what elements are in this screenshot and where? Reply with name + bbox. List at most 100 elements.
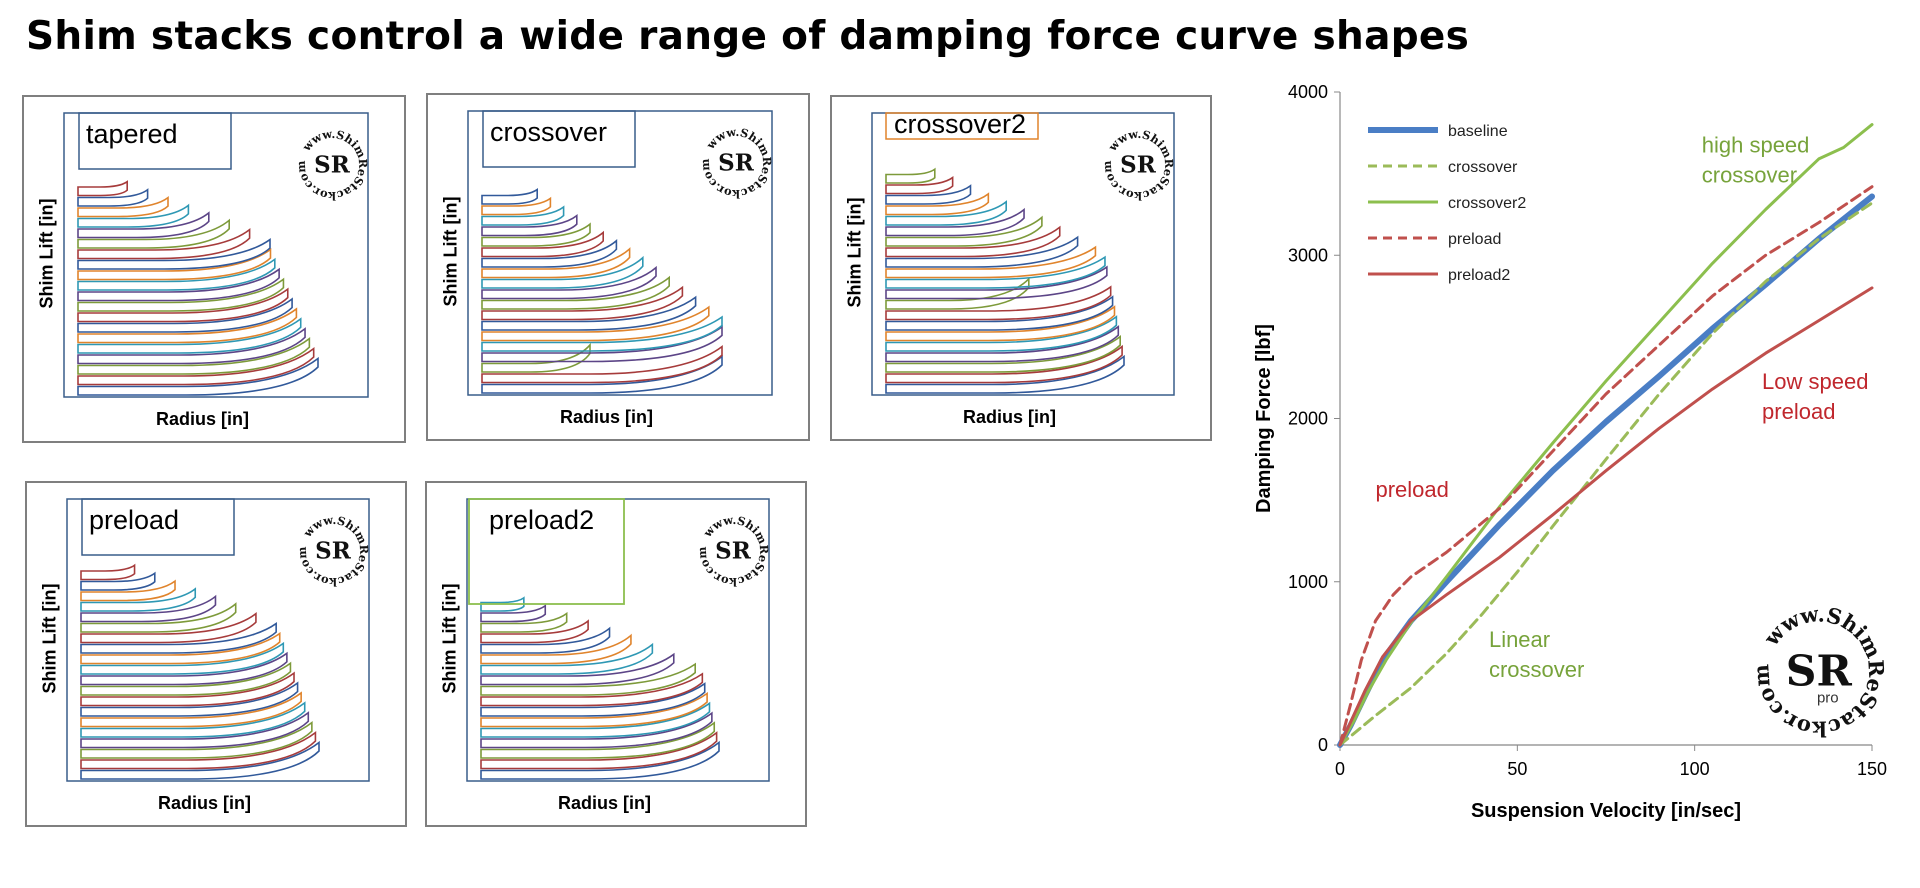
shim [80, 602, 237, 633]
shim [80, 671, 295, 707]
shim [77, 356, 319, 396]
x-axis-title: Suspension Velocity [in/sec] [1471, 800, 1741, 822]
shim [480, 731, 718, 770]
panel-crossover2: www.ShimReStackor.com SR crossover2 Radius … [830, 95, 1212, 441]
y-axis-title: Damping Force [lbf] [1253, 324, 1275, 513]
shim [481, 315, 723, 352]
plot-area [66, 498, 370, 782]
shim [481, 247, 631, 279]
shim [885, 295, 1114, 331]
label-box [78, 112, 232, 170]
shim [80, 631, 281, 665]
shim [480, 652, 675, 686]
shim [80, 681, 299, 717]
shim [77, 287, 289, 323]
x-axis-label: Radius [in] [156, 409, 249, 429]
shim [885, 305, 1116, 342]
shim [77, 218, 230, 249]
shim [481, 205, 565, 226]
shimrestackor-logo: www.ShimReStackor.com SR [698, 125, 774, 201]
shim [80, 571, 156, 591]
shim [885, 344, 1123, 384]
legend-label-crossover2: crossover2 [1448, 195, 1526, 212]
preload-spacer [468, 498, 625, 605]
shim [481, 305, 710, 342]
legend-label-preload2: preload2 [1448, 267, 1510, 284]
shim [481, 222, 591, 247]
shim [80, 563, 136, 581]
panel-preload2: www.ShimReStackor.com SR preload2 Radius [i… [425, 481, 807, 827]
shim [80, 730, 317, 770]
shim [80, 594, 217, 623]
shim [480, 642, 654, 675]
shim [480, 626, 611, 654]
y-axis-label: Shim Lift [in] [440, 196, 461, 307]
shimrestackor-logo: www.ShimReStackor.com SR [295, 513, 371, 589]
y-axis-label: Shim Lift [in] [39, 583, 60, 694]
shim [80, 740, 320, 780]
shim [481, 196, 552, 216]
y-axis-label: Shim Lift [in] [439, 583, 460, 694]
y-tick-label: 4000 [1288, 82, 1328, 102]
shim [480, 619, 589, 644]
shim [77, 228, 251, 260]
shim [885, 335, 1121, 373]
panel-title: crossover2 [894, 109, 1027, 139]
shim [480, 701, 711, 738]
shim [77, 180, 128, 197]
shim [80, 641, 285, 675]
panel-title: crossover [490, 117, 608, 147]
shim [481, 345, 723, 384]
shim [481, 354, 723, 394]
shim [885, 354, 1125, 394]
plot-area [63, 112, 369, 398]
shimrestackor-logo: www.ShimReStackor.com SR [1100, 127, 1176, 203]
legend: baseline crossover crossover2 preload preloa… [1368, 123, 1526, 284]
logo-initials: SR [1786, 647, 1853, 697]
series-line-crossover [1338, 201, 1874, 747]
shim [480, 711, 713, 749]
shim-stack [885, 167, 1125, 394]
panel-preload: www.ShimReStackor.com SR preload Radius [in… [25, 481, 407, 827]
y-tick-label: 0 [1318, 735, 1328, 755]
shim [80, 701, 306, 738]
shim [77, 257, 276, 291]
legend-label-baseline: baseline [1448, 123, 1508, 140]
shim [480, 691, 708, 728]
label-box [885, 112, 1039, 140]
series-line-preload2 [1338, 286, 1874, 747]
shim [480, 633, 632, 665]
shim [480, 596, 525, 612]
shim [77, 211, 210, 239]
shim-stack-plot: www.ShimReStackor.com SR [467, 110, 774, 396]
shim [481, 342, 591, 373]
plot-area [466, 498, 770, 782]
shim-stack [77, 180, 319, 396]
x-tick-label: 100 [1680, 759, 1710, 779]
shim [80, 721, 313, 759]
logo-initials: SR [314, 152, 351, 179]
shim [77, 327, 306, 365]
page-title: Shim stacks control a wide range of damp… [26, 14, 1470, 59]
shim-stack-plot: www.ShimReStackor.com SR [466, 498, 771, 782]
annotation: high speed crossover [1702, 132, 1810, 187]
shimrestackor-logo: www.ShimReStackor.com SR [695, 513, 771, 589]
annotation: Low speed preload [1762, 369, 1868, 424]
shim [80, 587, 197, 612]
x-tick-label: 150 [1857, 759, 1887, 779]
series-line-preload [1338, 185, 1874, 747]
shim [885, 200, 1007, 226]
shim [480, 611, 568, 633]
shim-stack [80, 563, 320, 780]
shim [480, 672, 704, 707]
logo-initials: SR [1120, 152, 1157, 179]
panel-tapered: www.ShimReStackor.com SR tapered Radius [in… [22, 95, 406, 443]
shim-stack-plot: www.ShimReStackor.com SR [63, 112, 370, 398]
shim [480, 682, 706, 717]
shim [885, 315, 1118, 352]
shim [77, 203, 190, 228]
shim [77, 195, 169, 218]
shim [481, 325, 723, 363]
shim-stack-plot: www.ShimReStackor.com SR [871, 112, 1176, 396]
shim [885, 235, 1079, 268]
